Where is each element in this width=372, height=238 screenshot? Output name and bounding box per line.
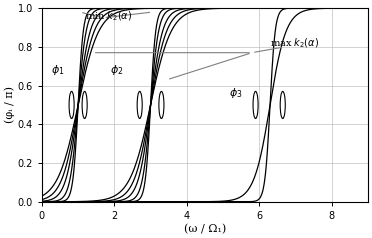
Text: $\phi_3$: $\phi_3$ bbox=[229, 86, 243, 100]
Text: max $k_2(\alpha)$: max $k_2(\alpha)$ bbox=[270, 36, 319, 50]
Text: min $k_2(\alpha)$: min $k_2(\alpha)$ bbox=[85, 9, 132, 23]
Circle shape bbox=[69, 91, 74, 119]
Circle shape bbox=[253, 91, 258, 119]
Y-axis label: (φᵢ / π): (φᵢ / π) bbox=[4, 86, 15, 124]
Text: $\phi_1$: $\phi_1$ bbox=[51, 63, 65, 77]
X-axis label: (ω / Ω₁): (ω / Ω₁) bbox=[184, 223, 226, 234]
Circle shape bbox=[137, 91, 142, 119]
Circle shape bbox=[280, 91, 285, 119]
Text: $\phi_2$: $\phi_2$ bbox=[110, 63, 124, 77]
Circle shape bbox=[159, 91, 164, 119]
Circle shape bbox=[82, 91, 87, 119]
